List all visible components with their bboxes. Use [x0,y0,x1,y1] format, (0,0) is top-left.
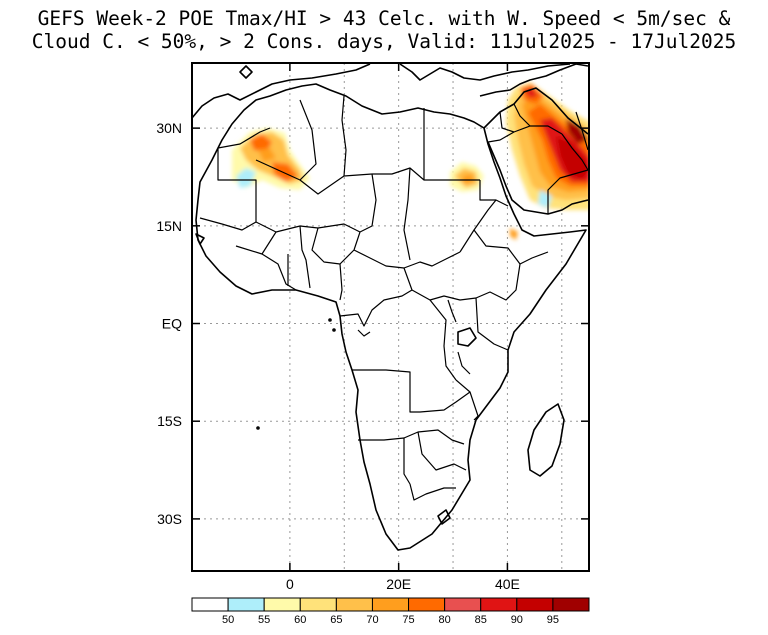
y-tick-label: 15N [156,218,182,234]
colorbar-label: 85 [475,614,487,626]
colorbar-swatch [191,597,229,612]
colorbar-label: 60 [294,614,306,626]
colorbar-label: 95 [547,614,559,626]
hotspot-nw-sahara [232,128,310,190]
colorbar-swatch [480,597,518,612]
colorbar-label: 70 [366,614,378,626]
x-tick-label: 40E [495,576,520,592]
colorbar-swatch [371,597,410,612]
colorbar-swatch [299,597,337,612]
colorbar-swatch [444,597,482,612]
hotspot-arabia-gulf [506,82,589,210]
colorbar: 50 55 60 65 70 75 80 85 90 95 [191,597,590,626]
x-axis-ticks: 0 20E 40E [286,63,520,592]
colorbar-label: 80 [439,614,451,626]
colorbar-label: 75 [402,614,414,626]
x-tick-label: 0 [286,576,294,592]
y-tick-label: 15S [157,413,182,429]
colorbar-label: 90 [511,614,523,626]
y-tick-label: 30S [157,511,182,527]
map-title-line-1: GEFS Week-2 POE Tmax/HI > 43 Celc. with … [37,7,731,30]
hotspot-sudan [450,162,518,240]
plot-frame [191,62,590,572]
colorbar-swatch [408,597,446,612]
y-tick-label: 30N [156,120,182,136]
country-borders [199,95,589,501]
colorbar-swatch [227,597,265,612]
map-title-line-2: Cloud C. < 50%, > 2 Cons. days, Valid: 1… [31,30,737,53]
colorbar-label: 55 [258,614,270,626]
colorbar-swatch [516,597,554,612]
colorbar-label: 65 [330,614,342,626]
colorbar-swatch [335,597,373,612]
coastlines [192,63,589,551]
colorbar-swatch [263,597,301,612]
colorbar-swatch [552,597,590,612]
colorbar-label: 50 [222,614,234,626]
y-axis-ticks: 30N 15N EQ 15S 30S [156,120,589,527]
probability-shading [232,82,589,240]
y-tick-label: EQ [162,316,182,332]
x-tick-label: 20E [386,576,411,592]
